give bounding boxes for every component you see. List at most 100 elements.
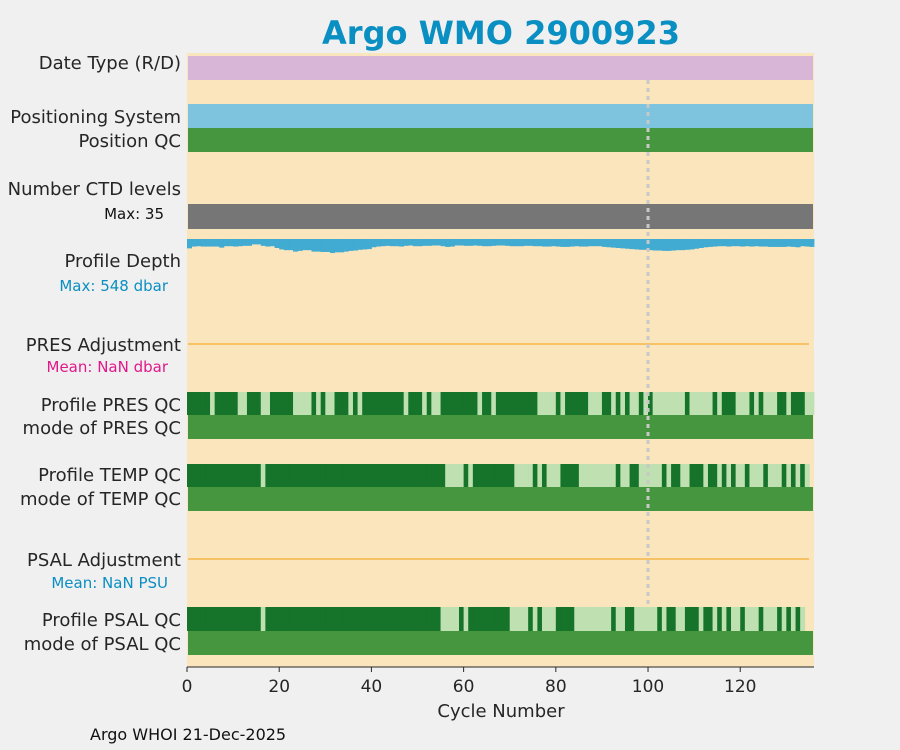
qc-cell xyxy=(486,392,492,415)
qc-cell xyxy=(495,464,501,487)
qc-cell xyxy=(518,607,524,631)
qc-cell xyxy=(380,464,386,487)
qc-cell xyxy=(274,392,280,415)
qc-cell xyxy=(514,464,520,487)
depth-bar xyxy=(246,239,252,246)
qc-cell xyxy=(689,464,695,487)
label-date-type: Date Type (R/D) xyxy=(39,53,181,74)
profile-temp-qc-strip xyxy=(187,464,810,487)
depth-bar xyxy=(574,239,580,247)
qc-cell xyxy=(786,607,792,631)
qc-cell xyxy=(500,464,506,487)
qc-cell xyxy=(417,392,423,415)
qc-cell xyxy=(721,392,727,415)
qc-cell xyxy=(717,464,723,487)
depth-bar xyxy=(214,239,220,247)
qc-cell xyxy=(325,392,331,415)
qc-cell xyxy=(717,607,723,631)
qc-cell xyxy=(606,392,612,415)
depth-bar xyxy=(445,239,451,247)
depth-bar xyxy=(237,239,243,247)
qc-cell xyxy=(357,607,363,631)
qc-cell xyxy=(546,464,552,487)
qc-cell xyxy=(293,392,299,415)
qc-cell xyxy=(698,607,704,631)
qc-cell xyxy=(772,392,778,415)
qc-cell xyxy=(394,464,400,487)
qc-cell xyxy=(459,607,465,631)
qc-cell xyxy=(306,464,312,487)
depth-bar xyxy=(514,239,520,247)
depth-bar xyxy=(191,239,197,247)
qc-cell xyxy=(472,607,478,631)
qc-cell xyxy=(196,392,202,415)
qc-cell xyxy=(343,464,349,487)
qc-cell xyxy=(357,464,363,487)
position-qc-bar xyxy=(188,128,813,152)
depth-bar xyxy=(666,239,672,251)
qc-cell xyxy=(302,392,308,415)
mode-psal-qc-bar xyxy=(188,631,813,655)
qc-cell xyxy=(449,464,455,487)
depth-bar xyxy=(615,239,621,248)
qc-cell xyxy=(731,464,737,487)
depth-bar xyxy=(560,239,566,247)
qc-cell xyxy=(615,464,621,487)
qc-cell xyxy=(362,464,368,487)
qc-cell xyxy=(657,464,663,487)
label-positioning-system: Positioning System xyxy=(10,107,181,128)
depth-bar xyxy=(717,239,723,247)
qc-cell xyxy=(431,607,437,631)
qc-cell xyxy=(786,392,792,415)
qc-cell xyxy=(735,392,741,415)
depth-bar xyxy=(431,239,437,246)
depth-bar xyxy=(362,239,368,250)
qc-cell xyxy=(316,464,322,487)
depth-bar xyxy=(537,239,543,247)
qc-cell xyxy=(560,607,566,631)
qc-cell xyxy=(463,392,469,415)
qc-cell xyxy=(283,607,289,631)
depth-bar xyxy=(652,239,658,251)
depth-bar xyxy=(366,239,372,250)
depth-bar xyxy=(786,239,792,247)
qc-cell xyxy=(726,464,732,487)
depth-bar xyxy=(703,239,709,248)
qc-cell xyxy=(477,392,483,415)
qc-cell xyxy=(505,464,511,487)
depth-bar xyxy=(274,239,280,248)
qc-cell xyxy=(763,607,769,631)
qc-cell xyxy=(661,607,667,631)
qc-cell xyxy=(758,464,764,487)
depth-bar xyxy=(629,239,635,250)
depth-bar xyxy=(694,239,700,249)
depth-bar xyxy=(376,239,382,247)
label-mode-psal-qc: mode of PSAL QC xyxy=(24,634,181,655)
qc-cell xyxy=(325,464,331,487)
qc-cell xyxy=(196,464,202,487)
qc-cell xyxy=(237,607,243,631)
depth-bar xyxy=(809,239,815,247)
qc-cell xyxy=(740,607,746,631)
qc-cell xyxy=(606,464,612,487)
qc-cell xyxy=(297,607,303,631)
qc-cell xyxy=(629,392,635,415)
qc-cell xyxy=(509,392,515,415)
qc-cell xyxy=(657,607,663,631)
depth-bar xyxy=(482,239,488,247)
qc-cell xyxy=(219,607,225,631)
qc-cell xyxy=(403,607,409,631)
depth-bar xyxy=(772,239,778,247)
qc-cell xyxy=(445,464,451,487)
qc-cell xyxy=(541,607,548,631)
qc-cell xyxy=(597,607,603,631)
qc-cell xyxy=(389,607,395,631)
qc-cell xyxy=(191,607,197,631)
qc-cell xyxy=(509,464,515,487)
depth-bar xyxy=(648,239,654,251)
qc-cell xyxy=(767,607,773,631)
qc-cell xyxy=(348,392,354,415)
qc-cell xyxy=(652,607,658,631)
qc-cell xyxy=(399,607,405,631)
qc-cell xyxy=(781,392,787,415)
